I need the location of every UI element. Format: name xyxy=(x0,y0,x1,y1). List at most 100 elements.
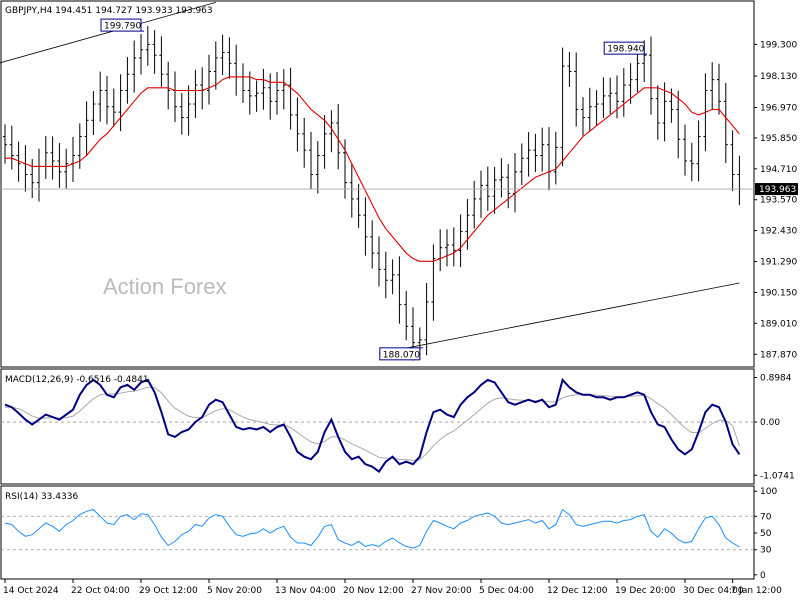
price-bar xyxy=(445,229,449,267)
price-bar xyxy=(560,47,565,167)
price-bar xyxy=(676,90,681,159)
svg-text:198.940: 198.940 xyxy=(607,45,644,55)
x-tick-label: 5 Nov 20:00 xyxy=(207,586,262,596)
price-bar xyxy=(465,198,470,250)
price-y-tick-label: 194.710 xyxy=(760,165,797,175)
price-bar xyxy=(621,68,626,117)
watermark: Action Forex xyxy=(103,274,227,299)
price-bar xyxy=(145,26,150,66)
macd-panel-frame xyxy=(0,368,755,485)
price-bar xyxy=(91,91,96,135)
price-bar xyxy=(220,34,225,76)
rsi-y-tick-label: 0 xyxy=(760,571,766,581)
price-bar xyxy=(166,61,171,110)
price-bar xyxy=(64,148,69,189)
price-bar xyxy=(315,141,320,194)
price-bar xyxy=(105,75,109,125)
price-bar xyxy=(499,158,504,198)
last-price-badge xyxy=(755,183,798,196)
price-bar xyxy=(50,136,55,180)
price-bar xyxy=(717,63,721,115)
x-tick-label: 29 Oct 12:00 xyxy=(139,586,198,596)
price-bar xyxy=(587,87,592,132)
price-bar xyxy=(152,30,157,74)
price-bar xyxy=(30,158,35,199)
svg-text:199.790: 199.790 xyxy=(104,22,141,32)
price-bar xyxy=(336,104,341,170)
price-annotation: 188.070 xyxy=(379,347,423,361)
rsi-header: RSI(14) 33.4336 xyxy=(5,492,78,502)
x-tick-label: 19 Dec 20:00 xyxy=(615,586,676,596)
price-bar xyxy=(295,97,300,152)
x-tick-label: 13 Nov 04:00 xyxy=(275,586,336,596)
price-bar xyxy=(696,120,701,182)
price-bar xyxy=(431,244,436,321)
price-bar xyxy=(608,77,613,114)
price-bar xyxy=(383,251,388,299)
price-bar xyxy=(139,34,143,75)
price-bar xyxy=(451,227,456,267)
price-bar xyxy=(98,71,103,122)
price-bar xyxy=(540,127,545,172)
rsi-y-tick-label: 70 xyxy=(760,512,772,522)
price-y-tick-label: 190.150 xyxy=(760,288,797,298)
price-bar xyxy=(132,40,137,93)
price-bar xyxy=(193,69,198,119)
x-tick-label: 20 Nov 12:00 xyxy=(343,586,404,596)
price-bar xyxy=(397,256,402,324)
rsi-y-tick-label: 30 xyxy=(760,546,772,556)
price-y-tick-label: 187.870 xyxy=(760,350,797,360)
moving-average-line xyxy=(5,76,740,262)
price-bar xyxy=(370,220,375,269)
price-bar xyxy=(655,85,660,140)
price-bar xyxy=(57,142,62,188)
price-y-tick-label: 193.570 xyxy=(760,196,797,206)
price-bar xyxy=(506,164,511,209)
price-y-tick-label: 195.850 xyxy=(760,134,797,144)
price-bar xyxy=(424,283,429,356)
rsi-y-tick-label: 100 xyxy=(760,487,777,497)
price-panel-frame xyxy=(0,0,755,368)
macd-y-tick-label: 0.8984 xyxy=(760,374,792,384)
price-bar xyxy=(458,214,463,268)
price-bar xyxy=(227,37,232,79)
x-tick-label: 27 Nov 20:00 xyxy=(411,586,472,596)
price-bar xyxy=(125,57,130,104)
price-bar xyxy=(3,124,7,164)
price-bar xyxy=(615,75,619,119)
price-bar xyxy=(288,67,293,130)
price-bar xyxy=(159,36,164,87)
rsi-y-tick-label: 50 xyxy=(760,529,772,539)
price-bar xyxy=(594,90,599,126)
price-bar xyxy=(9,125,14,170)
x-axis: 14 Oct 2024 22 Oct 04:00 29 Oct 12:00 5 Nov… xyxy=(3,579,782,596)
price-bar xyxy=(302,117,307,168)
price-bar xyxy=(526,132,531,177)
x-tick-label: 14 Oct 2024 xyxy=(3,586,59,596)
price-bar xyxy=(567,52,572,87)
x-tick-label: 5 Dec 04:00 xyxy=(479,586,534,596)
price-bar xyxy=(363,197,368,256)
price-bar xyxy=(601,77,606,119)
price-bar xyxy=(275,72,279,115)
price-bar xyxy=(683,124,687,176)
x-tick-label: 7 Jan 12:00 xyxy=(731,586,783,596)
price-bar xyxy=(268,73,273,120)
price-y-tick-label: 196.970 xyxy=(760,104,797,114)
price-y-tick-label: 191.290 xyxy=(760,258,797,268)
price-annotation: 199.790 xyxy=(100,18,144,32)
macd-header: MACD(12,26,9) -0.6516 -0.4841 xyxy=(5,375,149,385)
price-bar xyxy=(723,82,728,164)
price-bar xyxy=(404,290,409,341)
price-bar xyxy=(213,41,218,90)
price-bar xyxy=(574,52,579,127)
price-bar xyxy=(710,62,715,110)
price-bar xyxy=(254,80,259,112)
price-bar xyxy=(377,236,381,287)
macd-y-tick-label: 0.00 xyxy=(760,418,780,428)
price-bar xyxy=(84,101,89,156)
price-bar xyxy=(322,115,327,169)
trendline xyxy=(0,1,216,64)
price-bar xyxy=(349,163,354,218)
